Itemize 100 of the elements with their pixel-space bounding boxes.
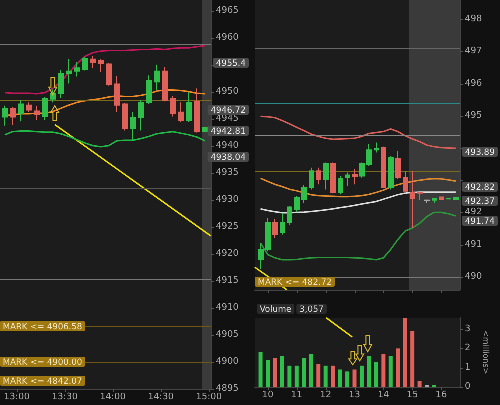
candlestick bbox=[10, 106, 16, 126]
y-tick-label: 0 bbox=[465, 382, 471, 392]
candlestick bbox=[154, 64, 160, 91]
candlestick bbox=[90, 56, 96, 69]
y-tick-label: 496 bbox=[465, 78, 482, 89]
candlestick bbox=[395, 150, 401, 180]
y-tick-label: 4930 bbox=[216, 194, 240, 205]
y-tick-label: 4935 bbox=[216, 168, 239, 178]
y-axis-title: <millions> bbox=[482, 330, 490, 375]
candlestick bbox=[122, 102, 128, 132]
y-tick-label: 4950 bbox=[216, 86, 240, 97]
line-series bbox=[260, 116, 457, 150]
bar bbox=[294, 366, 299, 387]
y-tick-label: 4895 bbox=[216, 384, 239, 394]
candlestick bbox=[287, 206, 292, 226]
candlestick bbox=[42, 96, 48, 120]
bar bbox=[396, 348, 400, 387]
x-tick-label: 14:30 bbox=[148, 392, 174, 402]
candlestick bbox=[138, 100, 144, 132]
line-series bbox=[260, 178, 457, 198]
bar bbox=[266, 360, 270, 387]
candlestick bbox=[202, 128, 208, 132]
candlestick bbox=[26, 102, 32, 113]
annotation: 4938.04 bbox=[210, 153, 246, 163]
y-tick-label: 4940 bbox=[216, 140, 240, 151]
annotation: 4942.81 bbox=[210, 127, 246, 137]
bar bbox=[273, 358, 278, 387]
candlestick bbox=[98, 58, 104, 73]
candlestick bbox=[417, 192, 423, 201]
text: 492.37 bbox=[465, 197, 495, 207]
x-tick-label: 13:00 bbox=[4, 392, 30, 402]
text: 493.89 bbox=[465, 148, 495, 158]
candlestick bbox=[374, 142, 379, 154]
bar bbox=[280, 356, 284, 387]
candlestick bbox=[330, 162, 336, 194]
bar bbox=[374, 362, 378, 387]
candlestick bbox=[410, 170, 415, 229]
bar bbox=[360, 366, 364, 387]
text: 3,057 bbox=[300, 305, 324, 315]
y-tick-label: 4965 bbox=[216, 6, 239, 16]
y-tick-label: 4915 bbox=[216, 276, 239, 286]
candlestick bbox=[280, 212, 285, 236]
y-tick-label: 4925 bbox=[216, 222, 239, 232]
bar bbox=[309, 354, 314, 387]
y-tick-label: 497 bbox=[465, 46, 482, 57]
candlestick bbox=[58, 70, 64, 99]
candlestick bbox=[66, 58, 72, 84]
bar bbox=[410, 331, 415, 387]
y-tick-label: 2 bbox=[465, 344, 471, 354]
x-tick-label: 13 bbox=[349, 390, 360, 400]
x-tick-label: 15 bbox=[406, 390, 418, 400]
annotation: MARK <= 482.72 bbox=[258, 278, 332, 288]
candlestick bbox=[162, 67, 168, 102]
bar bbox=[388, 356, 393, 387]
candlestick bbox=[272, 218, 278, 239]
y-tick-label: 490 bbox=[465, 272, 482, 282]
candlestick bbox=[82, 56, 88, 72]
bar bbox=[382, 354, 386, 387]
candlestick bbox=[130, 112, 136, 141]
text: Volume bbox=[260, 305, 292, 315]
x-tick-label: 15:00 bbox=[196, 392, 222, 402]
bar bbox=[331, 366, 336, 387]
candlestick bbox=[178, 102, 184, 123]
x-tick-label: 14 bbox=[378, 390, 390, 400]
bar bbox=[324, 366, 328, 387]
text: 4955.4 bbox=[216, 59, 246, 69]
x-tick-label: 16 bbox=[436, 390, 448, 400]
candlestick bbox=[403, 170, 408, 194]
candlestick bbox=[352, 168, 358, 186]
candlestick bbox=[146, 75, 152, 105]
candlestick bbox=[194, 88, 200, 134]
x-tick-label: 12 bbox=[320, 390, 332, 400]
line-series bbox=[260, 192, 457, 214]
annotation: MARK <= 4842.07 bbox=[3, 377, 82, 387]
candlestick bbox=[439, 196, 444, 200]
y-tick-label: 491 bbox=[465, 240, 482, 250]
bar bbox=[316, 364, 321, 387]
bar bbox=[418, 381, 422, 387]
candlestick bbox=[106, 62, 112, 86]
annotation: 4946.72 bbox=[210, 106, 246, 116]
bar bbox=[338, 370, 342, 387]
bar bbox=[403, 318, 408, 387]
line-series bbox=[260, 212, 457, 261]
candlestick bbox=[381, 146, 386, 189]
line-series bbox=[4, 130, 206, 148]
y-tick-label: 498 bbox=[465, 14, 482, 24]
ref-line-label: MARK <= 4906.58 bbox=[3, 322, 82, 332]
x-tick-label: 13:30 bbox=[52, 392, 78, 402]
y-tick-label: 3 bbox=[465, 324, 471, 334]
y-tick-label: 4900 bbox=[216, 356, 240, 367]
y-tick-label: 4910 bbox=[216, 302, 240, 313]
ref-line-label: MARK <= 4900.00 bbox=[3, 358, 82, 368]
candlestick bbox=[338, 176, 343, 196]
candlestick bbox=[74, 62, 80, 78]
candlestick bbox=[114, 76, 120, 113]
line-series bbox=[4, 45, 206, 95]
y-tick-label: 1 bbox=[465, 362, 471, 373]
candlestick bbox=[309, 167, 314, 190]
candlestick bbox=[345, 172, 350, 187]
bar bbox=[302, 358, 306, 387]
